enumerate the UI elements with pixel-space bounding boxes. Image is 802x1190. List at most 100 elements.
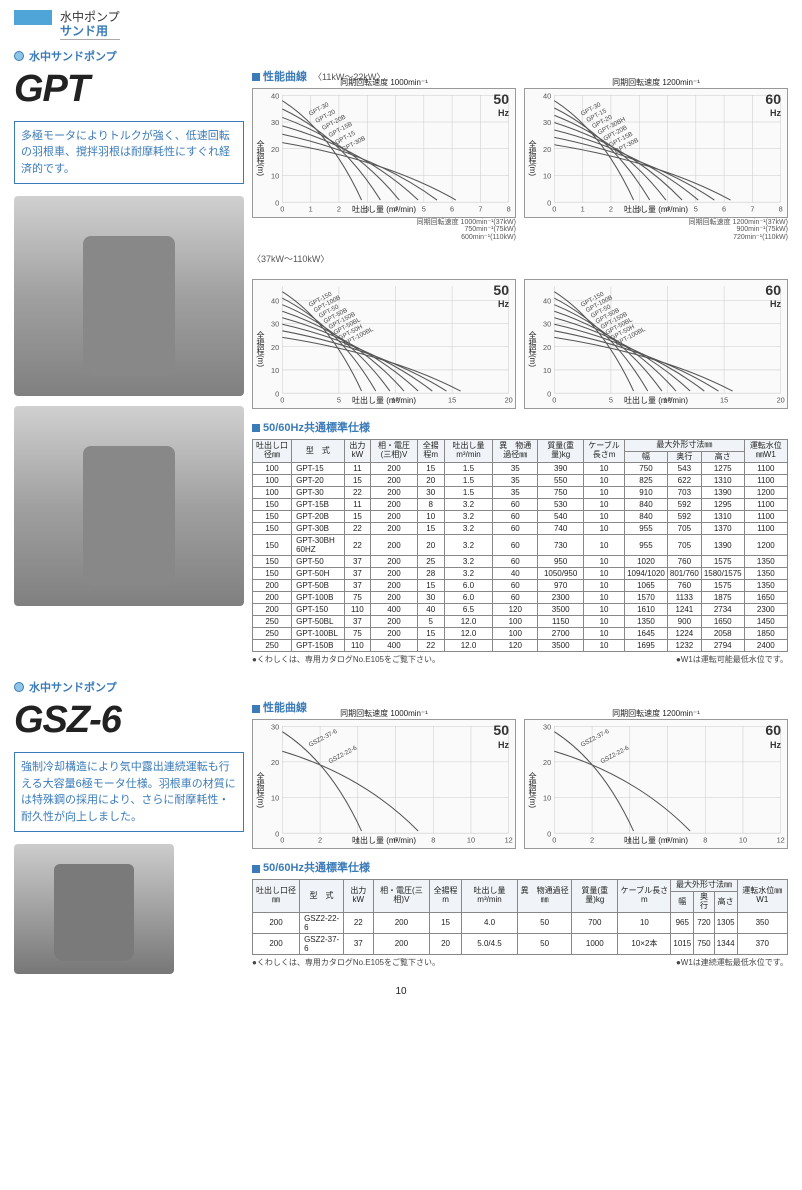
gpt-range-2: 〈37kW〜110kW〉 [252,254,329,264]
table-row: 150GPT-30BH 60HZ22200203.260730109557051… [253,535,788,556]
gpt-table-notes: ●くわしくは、専用カタログNo.E105をご覧下さい。 ●W1は運転可能最低水位… [252,654,788,665]
svg-text:30: 30 [543,319,551,328]
svg-text:5: 5 [694,204,698,213]
svg-text:20: 20 [505,395,513,404]
svg-text:40: 40 [271,91,279,100]
svg-text:10: 10 [271,794,279,803]
svg-text:12: 12 [505,836,513,845]
svg-text:40: 40 [543,296,551,305]
svg-text:30: 30 [543,723,551,732]
svg-text:5: 5 [609,395,613,404]
svg-text:GSZ2-37-6: GSZ2-37-6 [308,728,339,749]
svg-text:20: 20 [271,759,279,768]
gpt-spec-table: 吐出し口径㎜型 式出力kW相・電圧(三相)V全揚程m吐出し量m³/min異 物通… [252,439,788,653]
svg-text:0: 0 [547,198,551,207]
performance-chart: 同期回転速度 1000min⁻¹0102030024681012GSZ2-37-… [252,719,516,849]
svg-text:40: 40 [543,91,551,100]
svg-text:GSZ2-37-6: GSZ2-37-6 [580,728,611,749]
gsz-table-notes: ●くわしくは、専用カタログNo.E105をご覧下さい。 ●W1は連続運転最低水位… [252,957,788,968]
svg-text:2: 2 [337,204,341,213]
svg-text:0: 0 [275,830,279,839]
svg-text:20: 20 [543,145,551,154]
svg-text:30: 30 [271,319,279,328]
performance-chart: 01020304005101520GPT-150GPT-100BGPT-50GP… [524,279,788,409]
gsz-description: 強制冷却構造により気中露出連続運転も行える大容量6極モータ仕様。羽根車の材質には… [14,752,244,832]
svg-text:0: 0 [275,198,279,207]
performance-chart: 01020304005101520GPT-150GPT-100BGPT-50GP… [252,279,516,409]
gsz-product-image [14,844,174,974]
table-row: 250GPT-150B1104002212.012035001016951232… [253,640,788,652]
svg-text:0: 0 [280,395,284,404]
svg-text:15: 15 [448,395,456,404]
gpt-description: 多極モータによりトルクが強く、低速回転の羽根車、撹拌羽根は耐摩耗性にすぐれ経済的… [14,121,244,185]
table-row: 150GPT-30B22200153.260740109557051370110… [253,523,788,535]
gpt-product-image-1 [14,196,244,396]
performance-chart: 同期回転速度 1200min⁻¹0102030024681012GSZ2-37-… [524,719,788,849]
svg-text:0: 0 [547,389,551,398]
svg-text:6: 6 [722,204,726,213]
svg-text:0: 0 [280,836,284,845]
svg-text:20: 20 [777,395,785,404]
svg-text:10: 10 [467,836,475,845]
svg-text:0: 0 [552,836,556,845]
bullet-icon [14,51,24,61]
table-row: 150GPT-5037200253.2609501010207601575135… [253,556,788,568]
subcategory-label: サンド用 [60,24,120,39]
svg-text:8: 8 [779,204,783,213]
svg-text:10: 10 [271,171,279,180]
category-label: 水中ポンプ [60,10,120,24]
page-header: 水中ポンプ サンド用 [14,10,788,40]
table-row: 200GPT-100B75200306.06023001015701133187… [253,592,788,604]
gsz-spec-table: 吐出し口径㎜型 式出力kW相・電圧(三相)V全揚程m吐出し量m³/min異 物通… [252,879,788,954]
svg-text:30: 30 [271,118,279,127]
table-row: 200GPT-150110400406.51203500101610124127… [253,604,788,616]
svg-text:15: 15 [720,395,728,404]
gsz-perf-label: 性能曲線 [252,699,788,715]
svg-text:10: 10 [543,366,551,375]
performance-chart: 同期回転速度 1000min⁻¹010203040012345678GPT-30… [252,88,516,218]
gsz-section-title: 水中サンドポンプ [14,679,788,695]
svg-text:20: 20 [271,145,279,154]
svg-text:10: 10 [543,171,551,180]
svg-text:6: 6 [450,204,454,213]
svg-text:0: 0 [275,389,279,398]
svg-text:8: 8 [507,204,511,213]
svg-text:5: 5 [422,204,426,213]
bullet-icon [14,682,24,692]
svg-text:8: 8 [431,836,435,845]
gpt-section-title: 水中サンドポンプ [14,48,788,64]
performance-chart: 同期回転速度 1200min⁻¹010203040012345678GPT-30… [524,88,788,218]
svg-text:20: 20 [271,343,279,352]
table-row: 100GPT-1511200151.5353901075054312751100 [253,463,788,475]
gsz-spec-label: 50/60Hz共通標準仕様 [252,859,788,875]
table-row: 100GPT-3022200301.5357501091070313901200 [253,487,788,499]
gpt-product-image-2 [14,406,244,606]
table-row: 150GPT-50H37200283.2401050/950101094/102… [253,568,788,580]
svg-text:20: 20 [543,343,551,352]
svg-text:0: 0 [552,204,556,213]
gpt-perf-label: 性能曲線 [252,68,307,84]
gsz-product-name: GSZ-6 [14,699,244,742]
category-marker [14,10,52,25]
svg-text:1: 1 [581,204,585,213]
svg-text:5: 5 [337,395,341,404]
svg-text:40: 40 [271,296,279,305]
svg-text:1: 1 [309,204,313,213]
table-row: 250GPT-100BL752001512.010027001016451224… [253,628,788,640]
gpt-product-name: GPT [14,68,244,111]
table-row: 200GSZ2-37-637200205.0/4.550100010×2本101… [253,933,788,954]
svg-text:30: 30 [543,118,551,127]
table-row: 100GPT-2015200201.5355501082562213101100 [253,475,788,487]
svg-text:20: 20 [543,759,551,768]
svg-text:10: 10 [543,794,551,803]
svg-text:12: 12 [777,836,785,845]
table-row: 150GPT-15B1120083.2605301084059212951100 [253,499,788,511]
svg-text:2: 2 [609,204,613,213]
table-row: 200GPT-50B37200156.060970101065760157513… [253,580,788,592]
svg-text:2: 2 [590,836,594,845]
svg-text:2: 2 [318,836,322,845]
svg-text:0: 0 [280,204,284,213]
table-row: 150GPT-20B15200103.260540108405921310110… [253,511,788,523]
svg-text:8: 8 [703,836,707,845]
svg-text:10: 10 [271,366,279,375]
